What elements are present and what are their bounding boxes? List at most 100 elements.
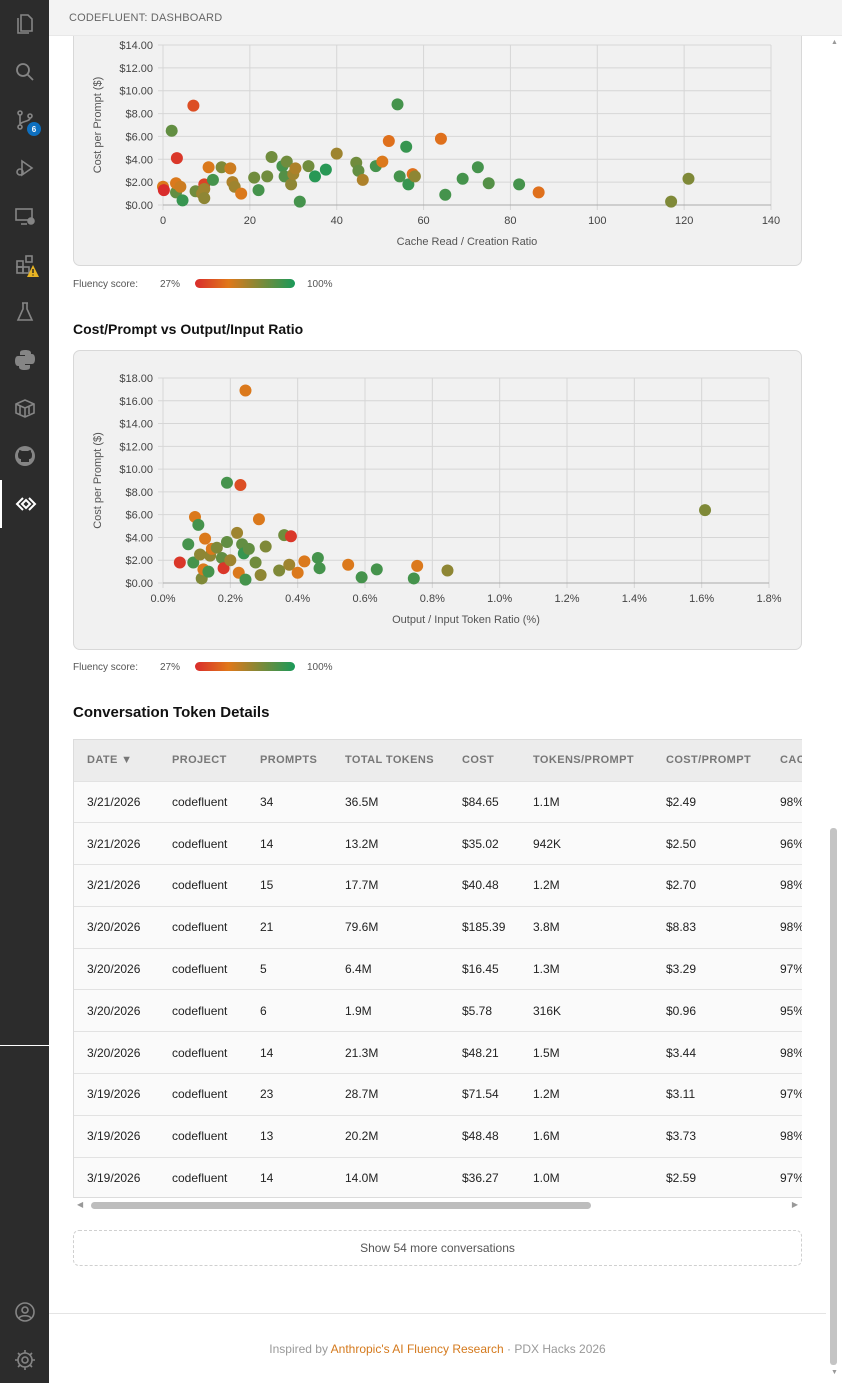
cache-chart-data-point[interactable] [400,140,413,153]
cache-chart-data-point[interactable] [187,99,200,112]
ratio-chart-data-point[interactable] [311,551,324,564]
table-row[interactable]: 3/19/2026 codefluent 13 20.2M $48.48 1.6M $3.7… [74,1115,802,1158]
ratio-chart-data-point[interactable] [411,559,424,572]
cache-chart-data-point[interactable] [532,186,545,199]
cache-chart-data-point[interactable] [352,164,365,177]
ratio-chart-data-point[interactable] [239,384,252,397]
ratio-chart-data-point[interactable] [192,518,205,531]
ratio-chart-data-point[interactable] [407,572,420,585]
col-cost-prompt-header[interactable]: COST/PROMPT [666,754,752,767]
col-tokens-prompt-header[interactable]: TOKENS/PROMPT [533,754,634,767]
cache-chart-data-point[interactable] [198,192,211,205]
settings-gear-icon[interactable] [0,1336,49,1384]
cache-chart-data-point[interactable] [434,132,447,145]
cache-chart-data-point[interactable] [682,172,695,185]
ratio-chart-data-point[interactable] [355,571,368,584]
table-row[interactable]: 3/20/2026 codefluent 14 21.3M $48.21 1.5M $3.4… [74,1031,802,1074]
ratio-chart-data-point[interactable] [254,569,267,582]
scroll-left-icon[interactable]: ◀ [77,1200,84,1209]
cache-chart-data-point[interactable] [265,151,278,163]
account-icon[interactable] [0,1288,49,1336]
ratio-chart-data-point[interactable] [441,564,454,577]
cache-chart-data-point[interactable] [252,184,265,197]
table-row[interactable]: 3/20/2026 codefluent 5 6.4M $16.45 1.3M $3.29 9… [74,948,802,990]
cache-chart-data-point[interactable] [174,180,187,193]
table-row[interactable]: 3/19/2026 codefluent 23 28.7M $71.54 1.2M $3.1… [74,1073,802,1116]
vertical-scroll-thumb[interactable] [830,828,837,1365]
col-project-header[interactable]: PROJECT [172,754,227,767]
table-row[interactable]: 3/21/2026 codefluent 34 36.5M $84.65 1.1M $2.4… [74,781,802,823]
table-row[interactable]: 3/20/2026 codefluent 6 1.9M $5.78 316K $0.96 95… [74,989,802,1032]
cache-chart-data-point[interactable] [439,188,452,201]
show-more-button[interactable]: Show 54 more conversations [73,1230,802,1266]
ratio-chart-data-point[interactable] [187,556,200,569]
extensions-icon[interactable] [0,240,49,288]
scroll-down-icon[interactable]: ▼ [831,1369,838,1376]
vertical-scrollbar[interactable]: ▲ ▼ [826,36,842,1383]
ratio-chart-data-point[interactable] [239,573,252,586]
ratio-chart-data-point[interactable] [202,565,215,578]
ratio-chart-data-point[interactable] [220,536,233,548]
cache-chart-data-point[interactable] [206,173,219,186]
containers-icon[interactable] [0,384,49,432]
ratio-chart-data-point[interactable] [273,564,286,577]
codefluent-icon[interactable] [0,480,49,528]
cache-chart-data-point[interactable] [170,152,183,165]
cache-chart-data-point[interactable] [165,124,178,137]
cache-chart-data-point[interactable] [202,161,215,174]
python-icon[interactable] [0,336,49,384]
cache-chart-data-point[interactable] [280,155,293,168]
cache-chart-data-point[interactable] [289,162,302,175]
ratio-chart-data-point[interactable] [224,554,237,567]
search-icon[interactable] [0,48,49,96]
table-row[interactable]: 3/20/2026 codefluent 21 79.6M $185.39 3.8M $8.… [74,906,802,949]
cache-chart-data-point[interactable] [157,184,170,197]
table-row[interactable]: 3/21/2026 codefluent 14 13.2M $35.02 942K $2.5… [74,822,802,865]
col-total-tokens-header[interactable]: TOTAL TOKENS [345,754,434,767]
ratio-chart-data-point[interactable] [699,504,712,517]
github-icon[interactable] [0,432,49,480]
scroll-right-icon[interactable]: ▶ [791,1200,798,1209]
cache-chart-data-point[interactable] [330,147,343,160]
table-row[interactable]: 3/19/2026 codefluent 14 14.0M $36.27 1.0M $2.5… [74,1157,802,1197]
ratio-chart-data-point[interactable] [259,540,272,553]
testing-icon[interactable] [0,288,49,336]
cache-chart-data-point[interactable] [285,178,298,191]
remote-explorer-icon[interactable] [0,192,49,240]
ratio-chart-data-point[interactable] [217,562,230,575]
cache-chart-data-point[interactable] [235,187,248,200]
cache-chart-data-point[interactable] [393,170,406,183]
files-icon[interactable] [0,0,49,48]
col-cost-header[interactable]: COST [462,754,495,767]
ratio-chart-data-point[interactable] [249,556,262,569]
cache-chart-data-point[interactable] [356,173,369,186]
table-row[interactable]: 3/21/2026 codefluent 15 17.7M $40.48 1.2M $2.7… [74,864,802,907]
cache-chart-data-point[interactable] [302,160,315,173]
cache-chart-data-point[interactable] [482,177,495,190]
cache-chart-data-point[interactable] [408,170,421,183]
ratio-chart-data-point[interactable] [231,526,244,539]
ratio-chart-data-point[interactable] [220,476,233,489]
ratio-chart-data-point[interactable] [370,563,383,576]
cache-chart-data-point[interactable] [471,161,484,174]
cache-chart-data-point[interactable] [665,195,678,208]
cache-chart-data-point[interactable] [261,170,274,183]
ratio-chart-data-point[interactable] [342,558,355,571]
ratio-chart-data-point[interactable] [199,532,212,545]
cache-chart-data-point[interactable] [513,178,526,191]
ratio-chart-data-point[interactable] [173,556,186,569]
ratio-chart-data-point[interactable] [284,530,297,543]
cache-chart-data-point[interactable] [391,98,404,111]
cache-chart-data-point[interactable] [248,171,261,184]
ratio-chart-data-point[interactable] [313,562,326,575]
run-debug-icon[interactable] [0,144,49,192]
ratio-chart-data-point[interactable] [182,538,195,551]
cache-chart-data-point[interactable] [198,183,211,195]
cache-chart-data-point[interactable] [293,195,306,208]
ratio-chart-data-point[interactable] [194,548,207,561]
col-date-header[interactable]: DATE ▼ [87,754,133,767]
cache-chart-data-point[interactable] [224,162,237,175]
cache-chart-data-point[interactable] [309,170,321,183]
source-control-icon[interactable]: 6 [0,96,49,144]
ratio-chart-data-point[interactable] [291,566,304,579]
